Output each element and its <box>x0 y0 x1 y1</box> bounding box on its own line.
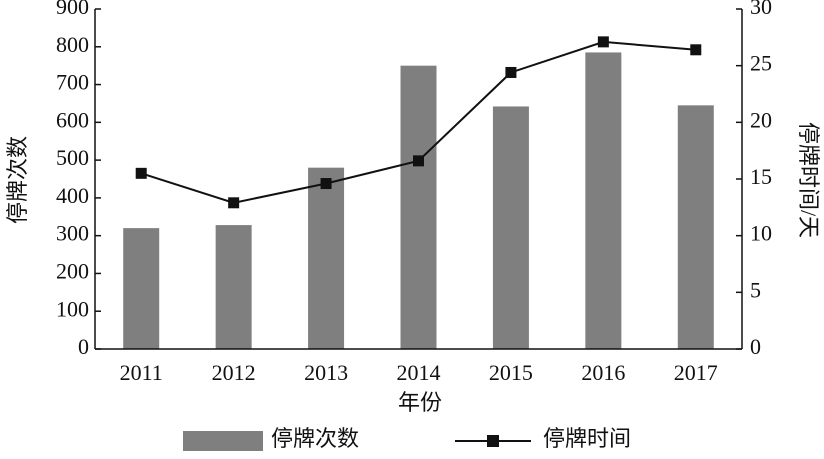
bar <box>308 167 345 349</box>
marker <box>690 44 702 56</box>
y-tick-label: 200 <box>56 258 89 283</box>
bar <box>492 106 529 349</box>
y-tick-label: 600 <box>56 107 89 132</box>
x-axis-title: 年份 <box>398 390 442 415</box>
x-tick-label: 2011 <box>120 360 163 385</box>
marker <box>228 197 240 209</box>
legend-label: 停牌时间 <box>543 426 631 451</box>
y-tick-label: 300 <box>56 221 89 246</box>
legend-swatch <box>183 431 263 451</box>
bar <box>123 228 160 349</box>
x-tick-label: 2016 <box>581 360 625 385</box>
y2-tick-label: 25 <box>750 51 772 76</box>
y-tick-label: 800 <box>56 32 89 57</box>
y2-tick-label: 10 <box>750 221 772 246</box>
marker <box>597 36 609 48</box>
bar <box>677 105 714 349</box>
y2-tick-label: 0 <box>750 334 761 359</box>
x-tick-label: 2014 <box>397 360 441 385</box>
x-tick-label: 2013 <box>304 360 348 385</box>
y2-tick-label: 30 <box>750 0 772 19</box>
y-axis-title: 停牌次数 <box>5 136 30 224</box>
y-tick-label: 100 <box>56 296 89 321</box>
x-tick-label: 2017 <box>674 360 718 385</box>
y2-tick-label: 5 <box>750 277 761 302</box>
x-tick-label: 2015 <box>489 360 533 385</box>
bar <box>585 52 622 349</box>
y-tick-label: 700 <box>56 70 89 95</box>
y-tick-label: 0 <box>78 334 89 359</box>
y2-tick-label: 20 <box>750 107 772 132</box>
y2-axis-title: 停牌时间/天 <box>796 122 821 238</box>
marker <box>320 178 332 190</box>
y2-tick-label: 15 <box>750 164 772 189</box>
legend-label: 停牌次数 <box>271 426 359 451</box>
y-tick-label: 400 <box>56 183 89 208</box>
marker <box>413 155 424 167</box>
bar <box>400 65 437 350</box>
x-tick-label: 2012 <box>212 360 256 385</box>
y-tick-label: 900 <box>56 0 89 19</box>
marker <box>505 66 517 78</box>
y-tick-label: 500 <box>56 145 89 170</box>
marker <box>135 167 147 179</box>
bar <box>215 225 252 349</box>
legend-marker <box>487 435 499 447</box>
